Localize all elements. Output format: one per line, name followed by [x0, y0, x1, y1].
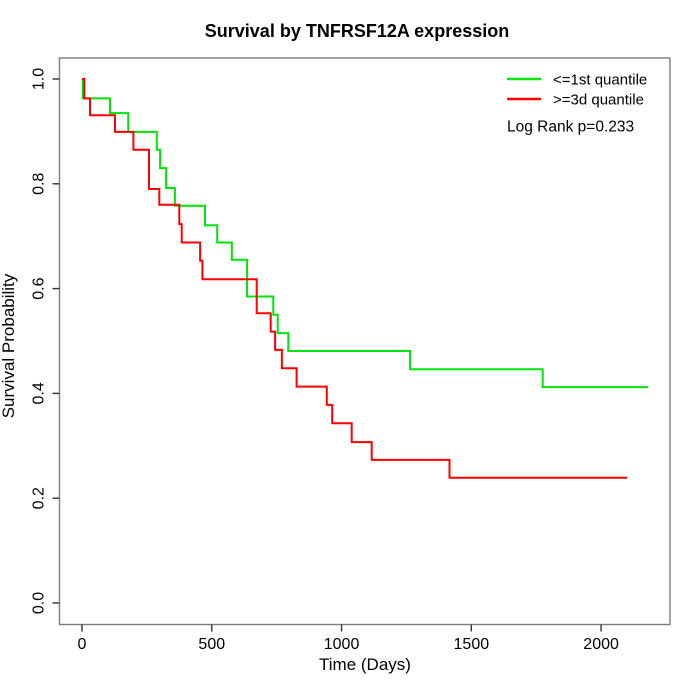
y-tick-label: 0.6 [31, 277, 48, 299]
y-tick-label: 0.0 [31, 592, 48, 614]
y-tick-label: 0.2 [31, 487, 48, 509]
x-axis-label: Time (Days) [319, 655, 411, 674]
plot-box [58, 57, 671, 626]
km-curve-third-quantile [82, 78, 628, 479]
legend: <=1st quantile >=3d quantile Log Rank p=… [507, 72, 647, 136]
x-tick-label: 1000 [324, 636, 360, 653]
x-tick-label: 1500 [454, 636, 490, 653]
y-tick-label: 0.8 [31, 173, 48, 195]
curves-group [81, 78, 649, 479]
y-axis-label: Survival Probability [0, 273, 18, 418]
legend-label-third-quantile: >=3d quantile [553, 92, 644, 109]
x-tick-label: 2000 [583, 636, 619, 653]
chart-title: Survival by TNFRSF12A expression [205, 21, 509, 41]
y-axis-ticks: 0.0 0.2 0.4 0.6 0.8 1.0 [31, 68, 60, 614]
km-curve-first-quantile [81, 78, 649, 389]
log-rank-annotation: Log Rank p=0.233 [507, 119, 634, 136]
x-axis-ticks: 0 500 1000 1500 2000 [78, 624, 619, 653]
y-tick-label: 0.4 [31, 382, 48, 404]
y-tick-label: 1.0 [31, 68, 48, 90]
legend-label-first-quantile: <=1st quantile [553, 72, 647, 89]
x-tick-label: 500 [198, 636, 225, 653]
x-tick-label: 0 [78, 636, 87, 653]
